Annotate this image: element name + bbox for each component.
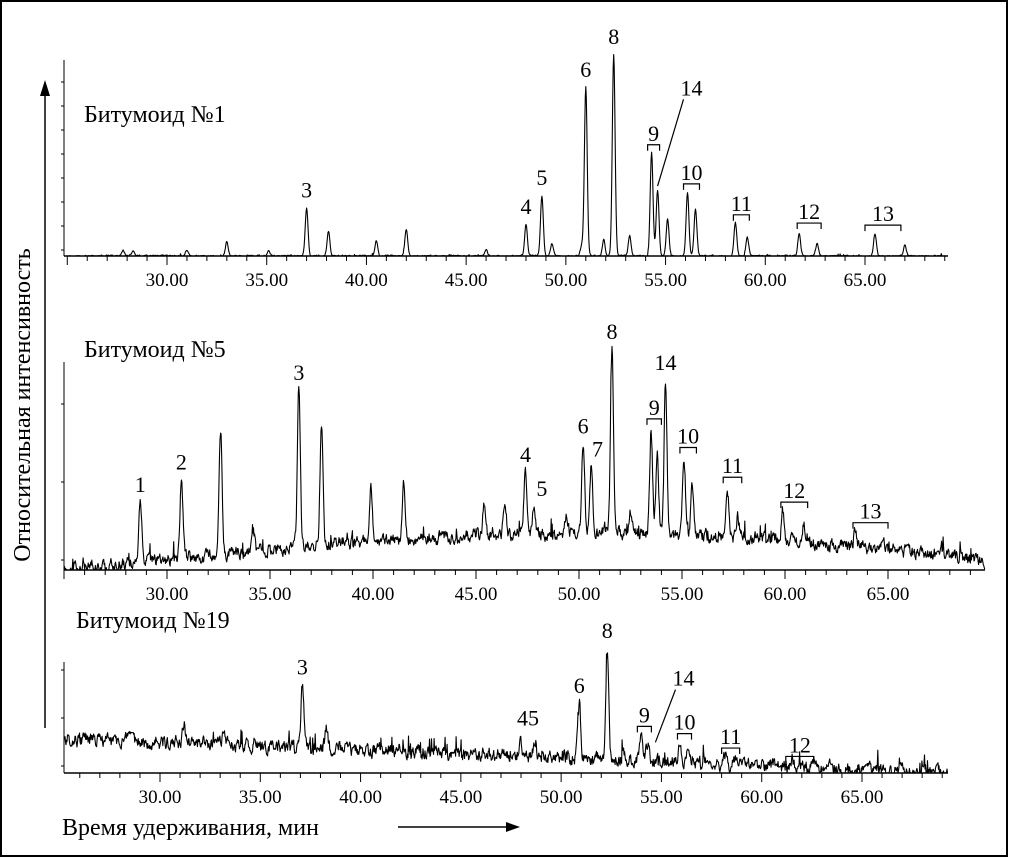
leader-line (657, 99, 685, 187)
peak-label: 6 (578, 414, 589, 439)
peak-group-bracket (852, 522, 889, 529)
trace-line (63, 652, 949, 774)
peak-group-bracket (785, 755, 815, 763)
peak-label: 8 (606, 319, 617, 344)
panel-bitumoid-19: Битумоид №19 30.00 35.00 40.00 45.00 50.00 55… (61, 608, 949, 808)
peak-label: 8 (608, 24, 619, 49)
x-tick-label: 45.00 (455, 584, 498, 605)
peak-group-label: 11 (731, 191, 752, 216)
y-axis-arrow-head (40, 80, 50, 96)
x-tick-label: 50.00 (558, 584, 601, 605)
peak-label: 6 (580, 57, 591, 82)
x-tick-label: 30.00 (146, 584, 189, 605)
chromatogram-trace (63, 652, 949, 774)
peak-group-bracket (796, 222, 822, 230)
peak-group-label: 10 (677, 424, 699, 449)
chromatogram-trace (63, 345, 986, 571)
peak-group-bracket (721, 747, 741, 755)
peak-label: 3 (301, 178, 312, 203)
peak-group-bracket (682, 183, 701, 190)
x-tick-label: 65.00 (841, 787, 884, 808)
peak-group-label: 10 (680, 160, 702, 185)
x-ticks: 30.00 35.00 40.00 45.00 50.00 55.00 60.00 65.00 (61, 662, 948, 808)
peak-group-bracket (636, 725, 652, 733)
x-tick-label: 60.00 (744, 270, 787, 291)
trace-line (63, 345, 986, 571)
peak-label: 3 (297, 655, 308, 680)
peak-labels: 3 45 68 9 10 11 12 13 14 (301, 24, 902, 232)
x-tick-label: 40.00 (352, 584, 395, 605)
chromatogram-trace (67, 54, 949, 257)
x-tick-label: 30.00 (139, 787, 182, 808)
peak-label: 5 (536, 165, 547, 190)
x-tick-label: 60.00 (764, 584, 807, 605)
x-axis-title: Время удерживания, мин (62, 815, 319, 841)
x-ticks: 30.00 35.00 40.00 45.00 50.00 55.00 60.00 65.00 (61, 362, 985, 605)
peak-label: 14 (655, 350, 677, 375)
peak-group-bracket (646, 418, 662, 425)
x-tick-label: 30.00 (146, 270, 189, 291)
x-tick-label: 40.00 (339, 787, 382, 808)
leader-label: 14 (672, 666, 694, 691)
peak-group-label: 12 (798, 199, 820, 224)
peak-group-label: 11 (722, 453, 743, 478)
y-axis-title: Относительная интенсивность (10, 248, 36, 561)
peak-label: 5 (536, 476, 547, 501)
peak-label: 6 (574, 673, 585, 698)
panel-title: Битумоид №5 (84, 337, 226, 363)
x-tick-label: 40.00 (345, 270, 388, 291)
peak-label: 45 (517, 706, 539, 731)
peak-label: 7 (592, 437, 603, 462)
peak-group-label: 9 (648, 121, 659, 146)
peak-label: 4 (520, 194, 531, 219)
peak-group-label: 11 (720, 724, 741, 749)
x-tick-label: 65.00 (867, 584, 910, 605)
x-tick-label: 35.00 (239, 787, 282, 808)
peak-group-label: 12 (783, 478, 805, 503)
panel-bitumoid-1: Битумоид №1 30.00 35.00 40.00 45.00 50.00 55.… (61, 24, 949, 291)
trace-line (67, 54, 949, 257)
peak-group-bracket (780, 501, 809, 509)
x-tick-label: 55.00 (661, 584, 704, 605)
leader-line (654, 689, 677, 743)
x-tick-label: 35.00 (249, 584, 292, 605)
peak-group-label: 9 (639, 702, 650, 727)
x-tick-label: 50.00 (544, 270, 587, 291)
x-tick-label: 60.00 (740, 787, 783, 808)
x-tick-label: 55.00 (644, 270, 687, 291)
x-tick-label: 50.00 (540, 787, 583, 808)
x-tick-label: 55.00 (640, 787, 683, 808)
panel-title: Битумоид №1 (84, 102, 226, 128)
peak-group-label: 13 (872, 201, 894, 226)
peak-group-label: 12 (789, 732, 811, 757)
x-tick-label: 65.00 (844, 270, 887, 291)
x-tick-label: 45.00 (445, 270, 488, 291)
x-tick-label: 45.00 (439, 787, 482, 808)
peak-labels: 3 45 6 8 9 10 11 12 14 (297, 618, 815, 763)
peak-group-bracket (722, 476, 743, 484)
peak-label: 8 (602, 618, 613, 643)
peak-group-bracket (676, 733, 693, 740)
peak-label: 1 (135, 472, 146, 497)
leader-label: 14 (680, 75, 702, 100)
panel-bitumoid-5: Битумоид №5 30.00 35.00 40.00 45.00 50.00 55.… (61, 319, 986, 605)
x-tick-label: 35.00 (245, 270, 288, 291)
x-ticks: 30.00 35.00 40.00 45.00 50.00 55.00 60.00 65.00 (61, 60, 948, 291)
peak-group-label: 9 (649, 395, 660, 420)
peak-label: 3 (293, 360, 304, 385)
peak-group-label: 10 (673, 710, 695, 735)
x-axis-arrow-head (506, 822, 520, 832)
peak-group-bracket (647, 144, 661, 151)
peak-group-bracket (679, 446, 698, 454)
peak-label: 2 (176, 449, 187, 474)
panel-title: Битумоид №19 (76, 608, 230, 634)
peak-label: 4 (520, 442, 531, 467)
peak-group-label: 13 (859, 499, 881, 524)
peak-group-bracket (732, 214, 750, 221)
peak-group-bracket (864, 224, 902, 232)
